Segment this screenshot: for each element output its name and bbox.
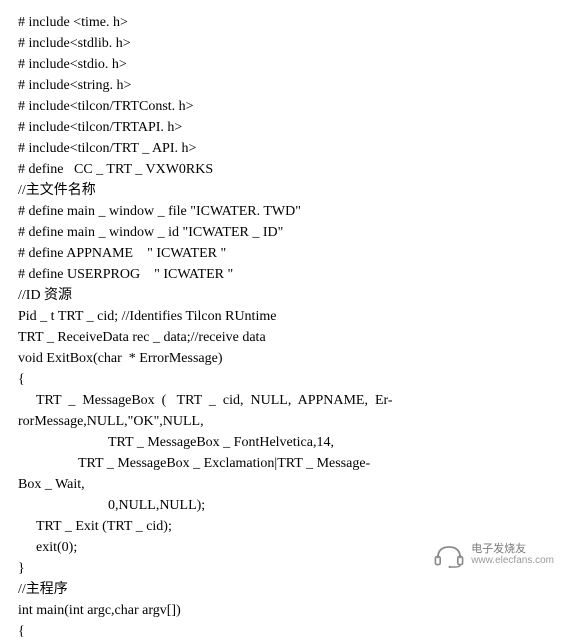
code-line: # define main _ window _ id "ICWATER _ I… [18, 222, 552, 243]
watermark-url: www.elecfans.com [471, 556, 554, 567]
code-line: //主文件名称 [18, 180, 552, 201]
code-line: # define APPNAME " ICWATER " [18, 243, 552, 264]
code-line: 0,NULL,NULL); [18, 495, 552, 516]
code-line: //主程序 [18, 579, 552, 600]
code-line: # include<stdio. h> [18, 54, 552, 75]
code-line: rorMessage,NULL,"OK",NULL, [18, 411, 552, 432]
code-line: # define CC _ TRT _ VXW0RKS [18, 159, 552, 180]
code-line: void ExitBox(char * ErrorMessage) [18, 348, 552, 369]
code-line: TRT _ MessageBox _ Exclamation|TRT _ Mes… [18, 453, 552, 474]
watermark-cn: 电子发烧友 [471, 544, 554, 556]
code-line: # include<tilcon/TRTConst. h> [18, 96, 552, 117]
code-line: # define main _ window _ file "ICWATER. … [18, 201, 552, 222]
code-line: Pid _ t TRT _ cid; //Identifies Tilcon R… [18, 306, 552, 327]
code-line: # include <time. h> [18, 12, 552, 33]
watermark: 电子发烧友 www.elecfans.com [433, 542, 554, 568]
code-line: # include<tilcon/TRTAPI. h> [18, 117, 552, 138]
headphone-icon [433, 542, 465, 568]
code-line: int main(int argc,char argv[]) [18, 600, 552, 621]
watermark-text: 电子发烧友 www.elecfans.com [471, 544, 554, 566]
code-line: { [18, 369, 552, 390]
code-line: TRT _ Exit (TRT _ cid); [18, 516, 552, 537]
code-line: # include<tilcon/TRT _ API. h> [18, 138, 552, 159]
code-line: # define USERPROG " ICWATER " [18, 264, 552, 285]
code-line: TRT _ MessageBox _ FontHelvetica,14, [18, 432, 552, 453]
code-line: TRT _ ReceiveData rec _ data;//receive d… [18, 327, 552, 348]
code-line: //ID 资源 [18, 285, 552, 306]
code-line: # include<stdlib. h> [18, 33, 552, 54]
code-line: TRT _ MessageBox ( TRT _ cid, NULL, APPN… [18, 390, 552, 411]
code-line: Box _ Wait, [18, 474, 552, 495]
code-line: # include<string. h> [18, 75, 552, 96]
code-line: { [18, 621, 552, 642]
